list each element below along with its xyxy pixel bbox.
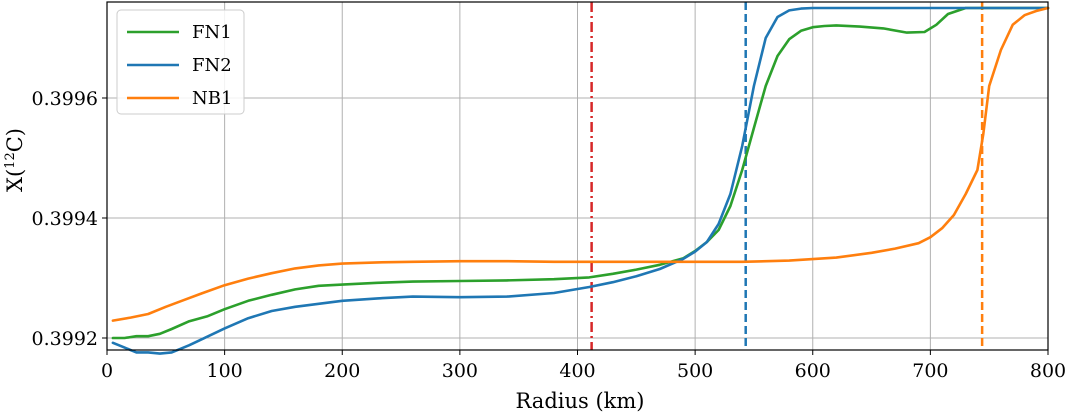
legend-box (116, 9, 245, 115)
y-tick-label: 0.3992 (32, 328, 98, 350)
tick-marks (102, 97, 1049, 355)
y-tick-label: 0.3996 (32, 88, 98, 110)
x-tick-label: 0 (101, 360, 113, 382)
legend-label-fn1: FN1 (192, 22, 232, 43)
legend-label-fn2: FN2 (192, 55, 232, 76)
y-tick-label: 0.3994 (32, 208, 98, 230)
y-axis-label: X(12C) (3, 128, 27, 192)
x-tick-label: 700 (912, 360, 948, 382)
grid (106, 2, 1049, 350)
x-axis-label: Radius (km) (516, 389, 645, 413)
x-tick-label: 100 (206, 360, 242, 382)
x-tick-label: 200 (324, 360, 360, 382)
y-axis-label-element: C) (3, 128, 27, 152)
legend-label-nb1: NB1 (192, 88, 232, 109)
x-tick-label: 500 (677, 360, 713, 382)
series-line-fn2 (111, 6, 1050, 355)
reference-lines (590, 2, 984, 350)
x-tick-label: 600 (795, 360, 831, 382)
series-line-nb1 (111, 6, 1050, 322)
x-tick-label: 400 (559, 360, 595, 382)
series-lines (111, 6, 1050, 355)
x-tick-label: 300 (442, 360, 478, 382)
y-axis-label-superscript: 12 (3, 152, 18, 169)
x-tick-label: 800 (1030, 360, 1066, 382)
y-tick-labels: 0.3992 0.3994 0.3996 (32, 88, 98, 350)
legend: FN1 FN2 NB1 (116, 9, 245, 115)
x-tick-labels: 0 100 200 300 400 500 600 700 800 (101, 360, 1066, 382)
